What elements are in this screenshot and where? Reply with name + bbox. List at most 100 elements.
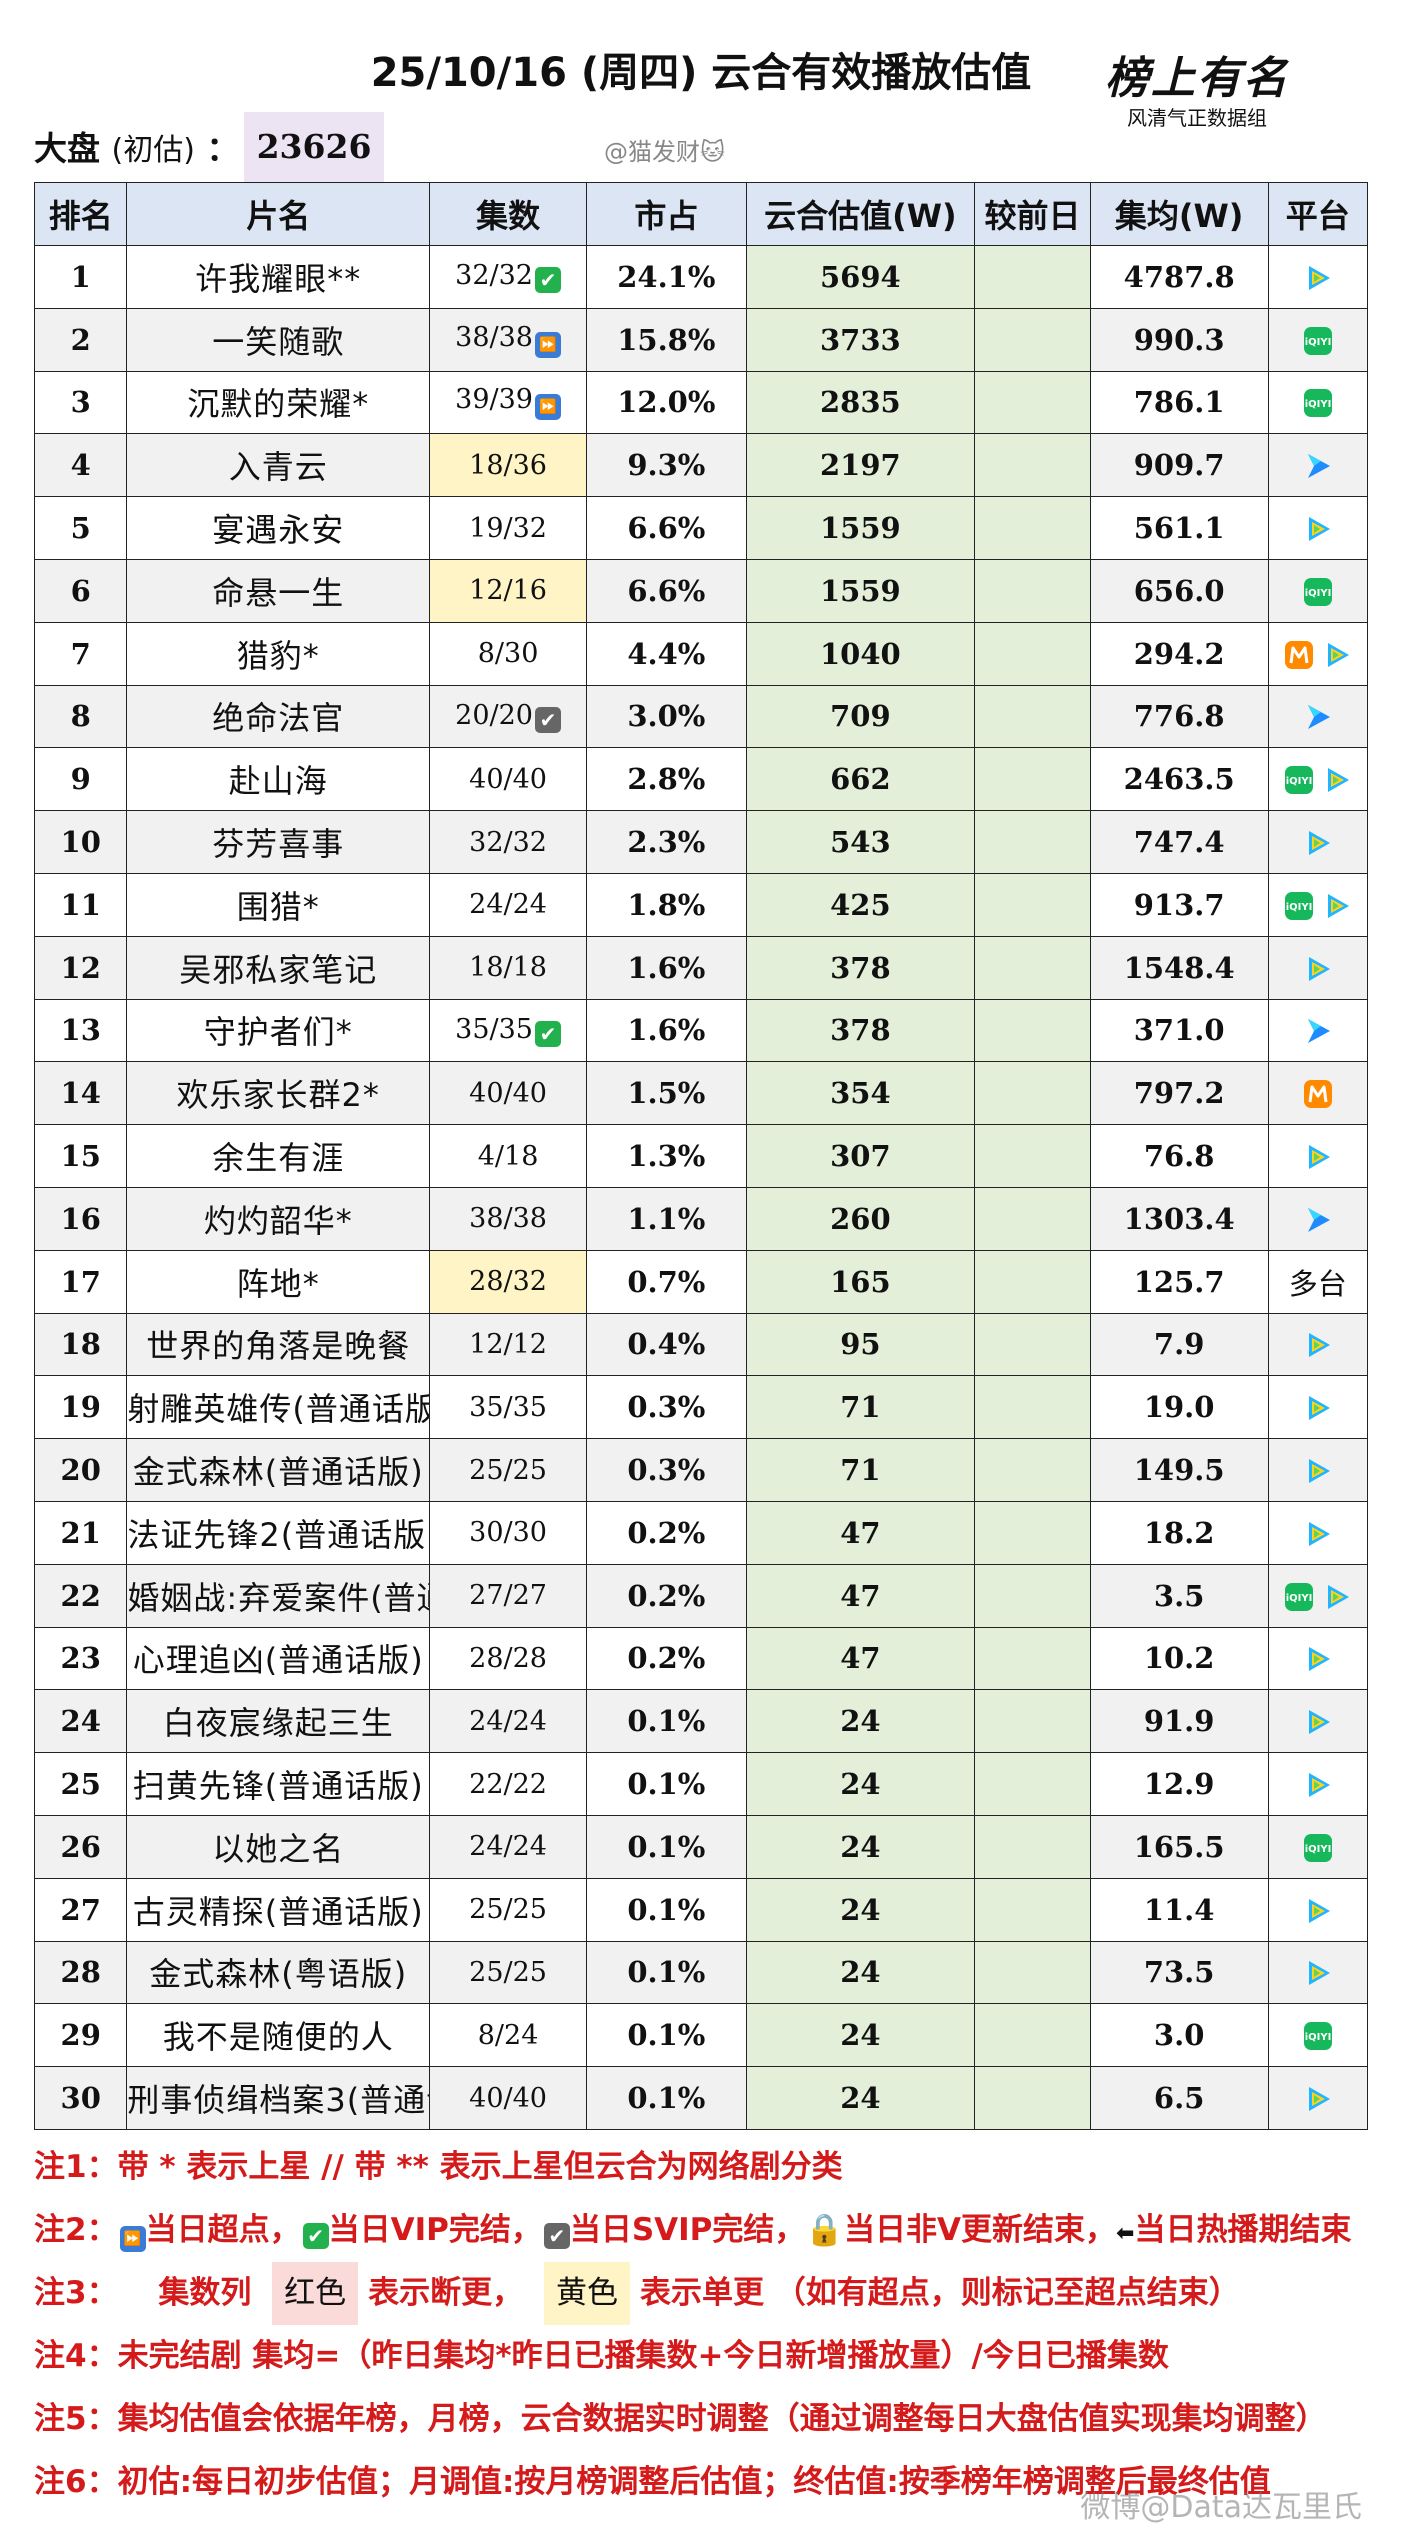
note-2-svip: 当日SVIP完结， bbox=[569, 2211, 806, 2248]
title-cell: 金式森林(粤语版) bbox=[126, 1940, 431, 2005]
note-2-vip: 当日VIP完结， bbox=[328, 2211, 542, 2248]
episodes-text: 25/25 bbox=[469, 1454, 547, 1486]
episodes-text: 40/40 bbox=[469, 763, 547, 795]
episodes-text: 39/39 bbox=[455, 384, 533, 416]
table-row: 1 许我耀眼** 32/32 ✔ 24.1% 5694 4787.8 bbox=[33, 245, 1369, 309]
iqiyi-icon: iQIYI bbox=[1284, 1582, 1313, 1611]
episodes-cell: 40/40 bbox=[429, 2066, 588, 2130]
mango-tv-icon bbox=[1284, 640, 1313, 669]
episodes-text: 38/38 bbox=[469, 1203, 547, 1235]
note-3-yellow-desc: 表示单更 （如有超点，则标记至超点结束） bbox=[639, 2274, 1240, 2311]
episodes-cell: 22/22 bbox=[429, 1752, 588, 1816]
platform-cell bbox=[1267, 935, 1369, 1000]
note-5: 注5：集均估值会依据年榜，月榜，云合数据实时调整（通过调整每日大盘估值实现集均调… bbox=[34, 2400, 1327, 2437]
note-3-red: 红色 bbox=[272, 2261, 359, 2325]
episodes-cell: 28/28 bbox=[429, 1626, 588, 1691]
platform-cell bbox=[1267, 1689, 1369, 1754]
vip-check-icon: ✔ bbox=[534, 1020, 561, 1047]
platform-cell: iQIYI bbox=[1267, 307, 1369, 372]
svg-text:iQIYI: iQIYI bbox=[1304, 399, 1331, 410]
platform-cell bbox=[1267, 998, 1369, 1063]
rank-cell: 12 bbox=[33, 935, 128, 1000]
estimate-cell: 1040 bbox=[745, 621, 976, 686]
average-cell: 909.7 bbox=[1089, 433, 1269, 498]
table-row: 4 入青云 18/36 9.3% 2197 909.7 bbox=[33, 433, 1369, 498]
table-row: 9 赴山海 40/40 2.8% 662 2463.5 iQIYI bbox=[33, 747, 1369, 812]
compare-cell bbox=[974, 1061, 1091, 1126]
tencent-video-icon bbox=[1308, 1459, 1330, 1484]
vip-check-icon: ✔ bbox=[302, 2222, 329, 2249]
episodes-text: 8/24 bbox=[477, 2019, 539, 2051]
dapan-label-text: 大盘 bbox=[34, 129, 100, 168]
table-row: 2 一笑随歌 38/38 ⏩ 15.8% 3733 990.3 iQIYI bbox=[33, 307, 1369, 372]
rank-cell: 20 bbox=[33, 1438, 128, 1502]
platform-cell bbox=[1267, 1186, 1369, 1251]
rank-cell: 11 bbox=[33, 872, 128, 937]
svg-text:iQIYI: iQIYI bbox=[1304, 1844, 1331, 1855]
note-3: 注3： 集数列 红色 表示断更， 黄色 表示单更 （如有超点，则标记至超点结束） bbox=[34, 2261, 1368, 2325]
rank-cell: 1 bbox=[33, 245, 128, 309]
estimate-cell: 71 bbox=[745, 1438, 976, 1502]
share-cell: 1.8% bbox=[586, 872, 747, 937]
average-cell: 371.0 bbox=[1089, 998, 1269, 1063]
episodes-text: 35/35 bbox=[469, 1391, 547, 1423]
tencent-video-icon bbox=[1308, 1521, 1330, 1546]
tencent-video-icon bbox=[1308, 265, 1330, 290]
table-row: 12 吴邪私家笔记 18/18 1.6% 378 1548.4 bbox=[33, 935, 1369, 1000]
episodes-text: 19/32 bbox=[469, 512, 547, 544]
compare-cell bbox=[974, 1249, 1091, 1314]
rank-cell: 30 bbox=[33, 2066, 128, 2130]
lock-icon: 🔒 bbox=[805, 2211, 845, 2248]
rank-cell: 16 bbox=[33, 1186, 128, 1251]
title-cell: 白夜宸缘起三生 bbox=[126, 1689, 431, 1754]
episodes-cell: 30/30 bbox=[429, 1500, 588, 1565]
sheet: 25/10/16 (周四) 云合有效播放估值 大盘 (初估) ： 23626 @… bbox=[33, 34, 1369, 2514]
super-point-icon: ⏩ bbox=[119, 2225, 146, 2252]
episodes-cell: 25/25 bbox=[429, 1438, 588, 1502]
compare-cell bbox=[974, 1814, 1091, 1879]
title-cell: 扫黄先锋(普通话版) bbox=[126, 1752, 431, 1816]
svg-text:iQIYI: iQIYI bbox=[1304, 337, 1331, 348]
platform-cell: iQIYI bbox=[1267, 2003, 1369, 2068]
estimate-cell: 24 bbox=[745, 2003, 976, 2068]
title-cell: 刑事侦缉档案3(普通话版) bbox=[126, 2066, 431, 2130]
episodes-text: 24/24 bbox=[469, 1831, 547, 1863]
note-6: 注6：初估:每日初步估值；月调值:按月榜调整后估值；终估值:按季榜年榜调整后最终… bbox=[34, 2463, 1271, 2500]
compare-cell bbox=[974, 810, 1091, 874]
estimate-cell: 47 bbox=[745, 1626, 976, 1691]
compare-cell bbox=[974, 2066, 1091, 2130]
platform-cell bbox=[1267, 1312, 1369, 1377]
note-2-super: 当日超点， bbox=[145, 2211, 301, 2248]
rank-cell: 28 bbox=[33, 1940, 128, 2005]
table-row: 15 余生有涯 4/18 1.3% 307 76.8 bbox=[33, 1124, 1369, 1188]
dapan-value: 23626 bbox=[244, 112, 384, 182]
episodes-cell: 12/16 bbox=[429, 558, 588, 623]
table-row: 19 射雕英雄传(普通话版) 35/35 0.3% 71 19.0 bbox=[33, 1375, 1369, 1440]
share-cell: 1.6% bbox=[586, 935, 747, 1000]
table-row: 11 围猎* 24/24 1.8% 425 913.7 iQIYI bbox=[33, 872, 1369, 937]
average-cell: 76.8 bbox=[1089, 1124, 1269, 1188]
rank-cell: 5 bbox=[33, 496, 128, 560]
svg-text:iQIYI: iQIYI bbox=[1285, 1593, 1312, 1604]
estimate-cell: 378 bbox=[745, 935, 976, 1000]
table-body: 1 许我耀眼** 32/32 ✔ 24.1% 5694 4787.8 2 一笑随歌 38/38 ⏩ 1… bbox=[33, 245, 1369, 2130]
average-cell: 18.2 bbox=[1089, 1500, 1269, 1565]
platform-cell: iQIYI bbox=[1267, 370, 1369, 435]
episodes-text: 28/28 bbox=[469, 1642, 547, 1674]
platform-cell: 多台 bbox=[1267, 1249, 1369, 1314]
title-cell: 婚姻战:弃爱案件(普通话版 bbox=[126, 1563, 431, 1628]
share-cell: 15.8% bbox=[586, 307, 747, 372]
episodes-cell: 38/38 ⏩ bbox=[429, 307, 588, 372]
estimate-cell: 709 bbox=[745, 684, 976, 749]
episodes-cell: 39/39 ⏩ bbox=[429, 370, 588, 435]
episodes-text: 28/32 bbox=[469, 1266, 547, 1298]
share-cell: 2.8% bbox=[586, 747, 747, 812]
title-cell: 灼灼韶华* bbox=[126, 1186, 431, 1251]
table-row: 3 沉默的荣耀* 39/39 ⏩ 12.0% 2835 786.1 iQIYI bbox=[33, 370, 1369, 435]
rank-cell: 27 bbox=[33, 1877, 128, 1942]
estimate-cell: 71 bbox=[745, 1375, 976, 1440]
episodes-cell: 40/40 bbox=[429, 747, 588, 812]
episodes-text: 24/24 bbox=[469, 889, 547, 921]
rank-cell: 13 bbox=[33, 998, 128, 1063]
compare-cell bbox=[974, 1626, 1091, 1691]
